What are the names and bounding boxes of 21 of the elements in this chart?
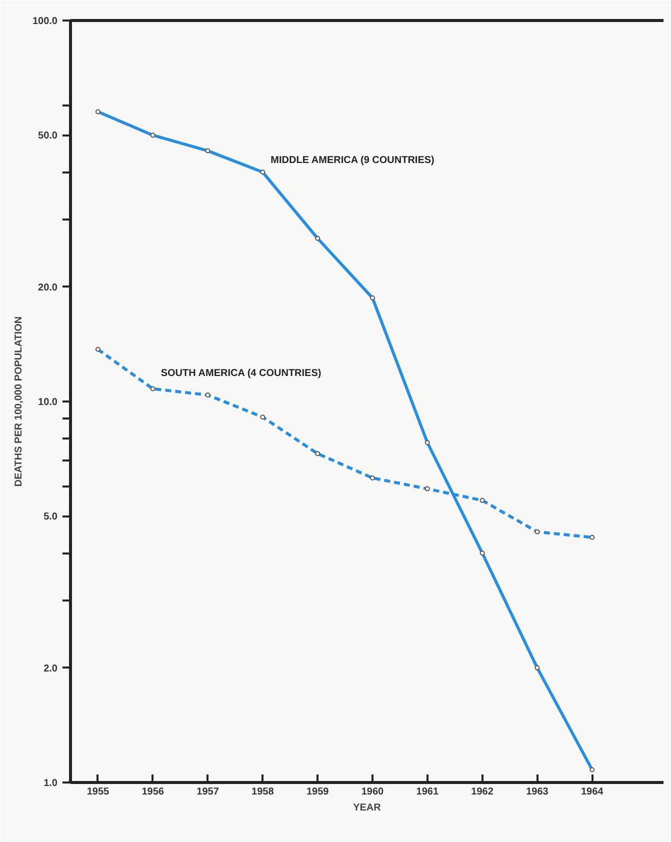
y-tick-label: 50.0 <box>38 130 58 142</box>
x-tick-label: 1960 <box>361 786 384 798</box>
x-tick-label: 1964 <box>580 786 604 798</box>
series-label: MIDDLE AMERICA (9 COUNTRIES) <box>270 155 434 166</box>
x-tick-label: 1956 <box>142 786 164 798</box>
y-tick-label: 5.0 <box>44 512 58 523</box>
y-tick-label: 20.0 <box>38 282 58 294</box>
x-tick-label: 1961 <box>416 786 439 798</box>
x-tick-label: 1959 <box>306 786 330 798</box>
y-tick-label: 1.0 <box>44 778 58 789</box>
series-label: SOUTH AMERICA (4 COUNTRIES) <box>160 368 322 379</box>
y-tick-label: 10.0 <box>38 397 58 408</box>
y-axis-title: DEATHS PER 100,000 POPULATION <box>13 316 24 487</box>
x-tick-label: 1957 <box>196 786 220 798</box>
x-tick-label: 1955 <box>86 786 110 798</box>
y-tick-label: 100.0 <box>32 16 58 27</box>
y-tick-label: 2.0 <box>44 663 58 674</box>
x-tick-label: 1963 <box>526 786 549 798</box>
x-tick-label: 1958 <box>252 786 274 798</box>
x-axis-title: YEAR <box>353 802 382 814</box>
x-tick-label: 1962 <box>471 786 494 798</box>
